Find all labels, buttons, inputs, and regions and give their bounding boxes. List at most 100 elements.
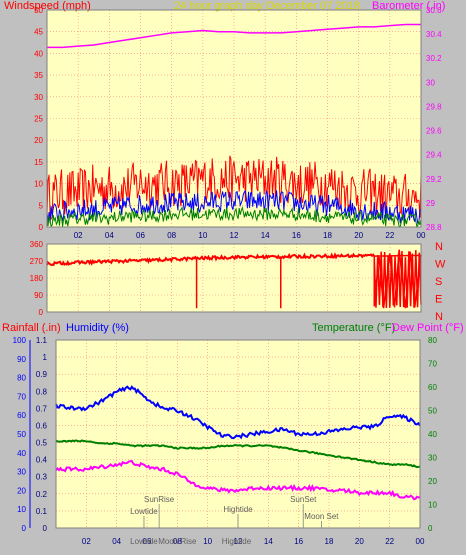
rain-tick-label: 0.1 [36,507,48,516]
temperature-tick-label: 20 [428,477,437,486]
direction-compass-label: N [435,241,443,253]
direction-tick-label: 270 [30,257,44,266]
humidity-tick-label: 20 [17,486,26,495]
barometer-series [47,23,421,49]
humidity-x-tick-label: 06 [143,537,152,546]
rain-tick-label: 0.7 [36,404,48,413]
wind-tick-label: 10 [34,180,43,189]
barometer-tick-label: 30.4 [426,30,442,39]
barometer-tick-label: 29.6 [426,127,442,136]
annotation-label: Hightide [223,505,253,514]
temperature-label: Temperature (°F) [312,322,395,334]
rain-tick-label: 0.6 [36,421,48,430]
barometer-tick-label: 29.2 [426,175,442,184]
temperature-tick-label: 60 [428,383,437,392]
wind-panel-frame [46,9,422,228]
wind-x-tick-label: 02 [74,231,83,240]
rain-tick-label: 0.8 [36,387,48,396]
wind-direction-series [46,252,376,267]
wind-tick-label: 50 [34,6,43,15]
barometer-tick-label: 30.6 [426,6,442,15]
humidity-tick-label: 60 [17,411,26,420]
humidity-tick-label: 80 [17,374,26,383]
humidity-tick-label: 40 [17,449,26,458]
humidity-tick-label: 90 [17,355,26,364]
temperature-tick-label: 50 [428,407,437,416]
annotation-label: SunRise [144,495,175,504]
temperature-tick-label: 70 [428,360,437,369]
rain-tick-label: 0.4 [36,456,48,465]
wind-tick-label: 20 [34,136,43,145]
direction-tick-label: 0 [39,308,44,317]
direction-compass-label: E [435,294,442,306]
dewpoint-label: Dew Point (°F) [392,322,464,334]
humidity-x-tick-label: 22 [385,537,394,546]
wind-x-tick-label: 04 [105,231,114,240]
wind-x-tick-label: 08 [167,231,176,240]
temperature-tick-label: 30 [428,454,437,463]
humidity-x-tick-label: 20 [355,537,364,546]
series-magenta [55,459,421,501]
humidity-x-tick-label: 16 [294,537,303,546]
humidity-x-tick-label: 10 [203,537,212,546]
rain-tick-label: 1.1 [36,336,48,345]
series-blue [55,385,421,440]
humidity-label: Humidity (%) [66,322,129,334]
rain-tick-label: 0 [43,524,48,533]
direction-compass-label: W [435,259,446,271]
humidity-tick-label: 30 [17,468,26,477]
wind-x-tick-label: 16 [292,231,301,240]
direction-panel-frame [46,243,422,313]
humidity-tick-label: 50 [17,430,26,439]
windspeed-series-blue [46,190,422,226]
chart-date-title: 24 hour graph day December 07 2018 [174,0,360,12]
rain-tick-label: 0.2 [36,490,48,499]
humidity-panel-frame [55,339,421,529]
wind-direction-gust-series [373,249,422,309]
wind-x-tick-label: 20 [354,231,363,240]
direction-tick-label: 90 [34,291,43,300]
windspeed-series-green [46,205,422,229]
temperature-tick-label: 10 [428,501,437,510]
humidity-x-tick-label: 14 [264,537,273,546]
humidity-tick-label: 10 [17,505,26,514]
rain-tick-label: 0.9 [36,370,48,379]
barometer-tick-label: 30.2 [426,54,442,63]
direction-tick-label: 180 [30,274,44,283]
wind-x-tick-label: 14 [261,231,270,240]
wind-tick-label: 5 [39,201,44,210]
wind-tick-label: 45 [34,28,43,37]
temperature-tick-label: 80 [428,336,437,345]
wind-tick-label: 0 [39,223,44,232]
wind-x-tick-label: 06 [136,231,145,240]
barometer-tick-label: 29.8 [426,102,442,111]
barometer-tick-label: 30 [426,78,435,87]
wind-tick-label: 40 [34,49,43,58]
annotation-label: SunSet [290,495,317,504]
humidity-x-tick-label: 08 [173,537,182,546]
humidity-x-tick-label: 00 [416,537,425,546]
wind-x-tick-label: 22 [385,231,394,240]
humidity-x-tick-label: 02 [82,537,91,546]
temperature-tick-label: 0 [428,524,433,533]
wind-tick-label: 15 [34,158,43,167]
wind-tick-label: 25 [34,115,43,124]
direction-compass-label: N [435,311,443,323]
humidity-x-tick-label: 12 [234,537,243,546]
annotation-label: Hightide [222,537,252,546]
wind-x-tick-label: 10 [198,231,207,240]
rain-tick-label: 0.5 [36,439,48,448]
windspeed-series-red [46,155,422,220]
barometer-tick-label: 29 [426,199,435,208]
rainfall-label: Rainfall (.in) [2,322,61,334]
annotation-label: Moon Set [304,512,339,521]
wind-tick-label: 30 [34,93,43,102]
humidity-tick-label: 70 [17,392,26,401]
rain-tick-label: 1 [43,353,48,362]
wind-x-tick-label: 12 [230,231,239,240]
annotation-label: Lowtide [130,507,158,516]
humidity-x-tick-label: 04 [112,537,121,546]
series-green [55,439,421,469]
